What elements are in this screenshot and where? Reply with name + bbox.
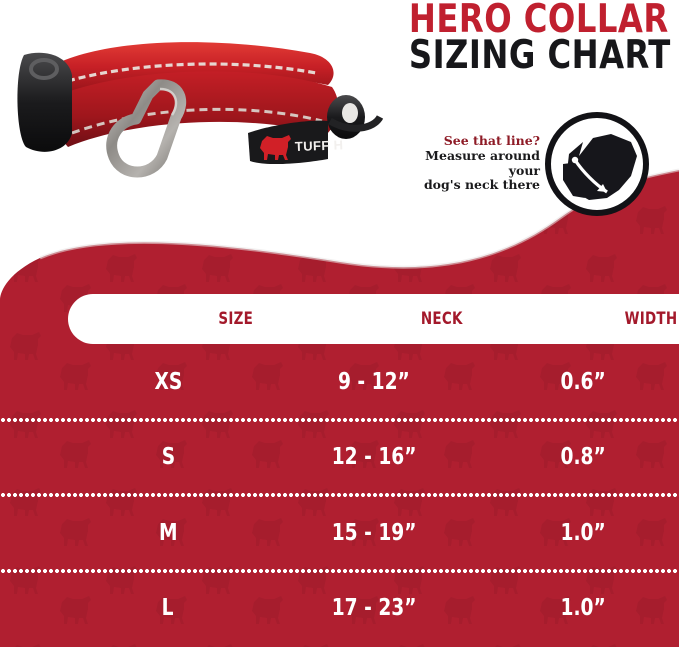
size-value: M <box>158 519 178 546</box>
arrow-head <box>597 184 607 192</box>
width-value: 0.6” <box>560 368 606 395</box>
dog-logo-icon <box>260 135 291 160</box>
measure-body-line-2: dog's neck there <box>423 177 540 193</box>
table-row: M 15 - 19” 1.0” <box>0 495 679 571</box>
size-value: L <box>162 595 174 622</box>
table-cell-neck: 17 - 23” <box>300 571 448 647</box>
side-release-buckle <box>17 52 72 152</box>
width-value: 1.0” <box>560 595 606 622</box>
dog-chest-silhouette <box>563 162 585 198</box>
table-cell-width: 0.6” <box>520 344 646 420</box>
arrow-tail-dot <box>571 156 579 164</box>
table-cell-width: 1.0” <box>520 571 646 647</box>
svg-text:TUFF H: TUFF H <box>295 137 344 154</box>
page-title: HERO COLLAR SIZING CHART <box>398 0 671 78</box>
row-divider <box>0 568 679 573</box>
reflective-stripe-upper <box>67 62 317 83</box>
table-cell-width: 1.0” <box>520 495 646 571</box>
table-cell-neck: 15 - 19” <box>300 495 448 571</box>
neck-value: 15 - 19” <box>331 519 417 546</box>
row-divider <box>0 417 679 422</box>
table-row: XS 9 - 12” 0.6” <box>0 344 679 420</box>
dog-head-silhouette <box>567 134 637 200</box>
row-divider <box>0 493 679 497</box>
table-row: L 17 - 23” 1.0” <box>0 571 679 647</box>
end-ring-hardware <box>327 95 384 139</box>
brand-label-patch: TUFF H <box>248 120 344 165</box>
title-line-hero-collar: HERO COLLAR <box>408 0 669 42</box>
table-header-cell-neck: NECK <box>368 294 516 344</box>
table-body: XS 9 - 12” 0.6” S 12 - 16” 0.8” <box>0 344 679 647</box>
table-header-label-width: WIDTH <box>624 309 678 329</box>
neck-value: 9 - 12” <box>338 368 410 395</box>
table-cell-size: XS <box>104 344 232 420</box>
size-table: SIZE NECK WIDTH XS 9 - 12” 0.6” <box>0 294 679 647</box>
reflective-stripe-lower <box>71 107 323 135</box>
size-value: XS <box>154 368 182 395</box>
table-cell-width: 0.8” <box>520 420 646 496</box>
measure-instruction: See that line? Measure around your dog's… <box>392 133 540 193</box>
table-header-cell-width: WIDTH <box>588 294 679 344</box>
neck-value: 17 - 23” <box>331 595 417 622</box>
width-value: 0.8” <box>560 444 606 471</box>
table-cell-size: L <box>104 571 232 647</box>
table-cell-neck: 9 - 12” <box>300 344 448 420</box>
table-header-row: SIZE NECK WIDTH <box>68 294 679 344</box>
size-value: S <box>161 444 175 471</box>
buckle-loop <box>29 58 59 80</box>
table-header-label-neck: NECK <box>421 309 463 329</box>
table-header-label-size: SIZE <box>218 309 254 329</box>
table-cell-neck: 12 - 16” <box>300 420 448 496</box>
measure-lead-text: See that line? <box>443 133 540 148</box>
table-header-cell-size: SIZE <box>172 294 300 344</box>
title-line-sizing-chart: SIZING CHART <box>408 32 671 78</box>
table-row: S 12 - 16” 0.8” <box>0 420 679 496</box>
collar-product-photo: TUFF H <box>17 42 384 178</box>
dog-head-icon <box>545 112 649 216</box>
table-cell-size: M <box>104 495 232 571</box>
neck-value: 12 - 16” <box>331 444 417 471</box>
metal-d-ring <box>106 79 186 178</box>
measure-body-line-1: Measure around your <box>425 147 540 178</box>
width-value: 1.0” <box>560 519 606 546</box>
table-cell-size: S <box>104 420 232 496</box>
